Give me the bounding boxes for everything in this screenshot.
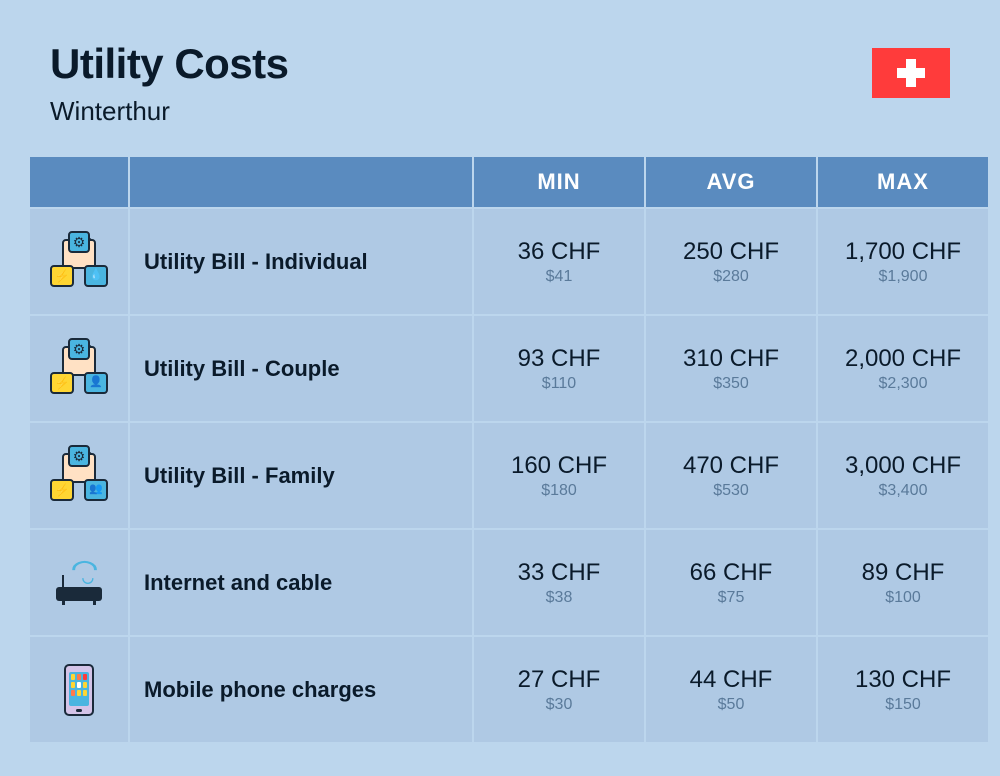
mobile-phone-icon <box>64 664 94 716</box>
avg-cell: 44 CHF $50 <box>646 637 816 742</box>
max-usd: $100 <box>885 589 921 607</box>
max-value: 3,000 CHF <box>845 452 961 480</box>
col-min-header: MIN <box>474 157 644 207</box>
table-row: Utility Bill - Couple 93 CHF $110 310 CH… <box>30 316 970 421</box>
avg-usd: $350 <box>713 375 749 393</box>
avg-value: 66 CHF <box>690 559 773 587</box>
title-block: Utility Costs Winterthur <box>50 40 289 127</box>
max-cell: 3,000 CHF $3,400 <box>818 423 988 528</box>
header: Utility Costs Winterthur <box>30 40 970 127</box>
max-cell: 130 CHF $150 <box>818 637 988 742</box>
page-title: Utility Costs <box>50 40 289 88</box>
max-usd: $2,300 <box>879 375 928 393</box>
col-avg-header: AVG <box>646 157 816 207</box>
row-label: Mobile phone charges <box>130 637 472 742</box>
max-cell: 2,000 CHF $2,300 <box>818 316 988 421</box>
row-label: Internet and cable <box>130 530 472 635</box>
avg-cell: 66 CHF $75 <box>646 530 816 635</box>
col-label-header <box>130 157 472 207</box>
internet-router-icon <box>52 561 106 605</box>
min-usd: $180 <box>541 482 577 500</box>
row-icon-cell <box>30 637 128 742</box>
row-label: Utility Bill - Individual <box>130 209 472 314</box>
max-cell: 1,700 CHF $1,900 <box>818 209 988 314</box>
max-value: 1,700 CHF <box>845 238 961 266</box>
utility-individual-icon <box>50 237 108 287</box>
table-row: Utility Bill - Family 160 CHF $180 470 C… <box>30 423 970 528</box>
avg-value: 250 CHF <box>683 238 779 266</box>
table-row: Mobile phone charges 27 CHF $30 44 CHF $… <box>30 637 970 742</box>
avg-value: 310 CHF <box>683 345 779 373</box>
row-icon-cell <box>30 530 128 635</box>
max-value: 2,000 CHF <box>845 345 961 373</box>
page-subtitle: Winterthur <box>50 96 289 127</box>
min-cell: 27 CHF $30 <box>474 637 644 742</box>
max-usd: $1,900 <box>879 268 928 286</box>
col-icon-header <box>30 157 128 207</box>
avg-value: 470 CHF <box>683 452 779 480</box>
avg-cell: 250 CHF $280 <box>646 209 816 314</box>
avg-cell: 310 CHF $350 <box>646 316 816 421</box>
min-value: 160 CHF <box>511 452 607 480</box>
max-usd: $150 <box>885 696 921 714</box>
min-cell: 36 CHF $41 <box>474 209 644 314</box>
avg-usd: $530 <box>713 482 749 500</box>
max-value: 89 CHF <box>862 559 945 587</box>
max-usd: $3,400 <box>879 482 928 500</box>
min-value: 36 CHF <box>518 238 601 266</box>
min-usd: $41 <box>546 268 573 286</box>
min-value: 33 CHF <box>518 559 601 587</box>
infographic-container: Utility Costs Winterthur MIN AVG MAX Uti… <box>0 0 1000 742</box>
min-usd: $30 <box>546 696 573 714</box>
col-max-header: MAX <box>818 157 988 207</box>
min-value: 27 CHF <box>518 666 601 694</box>
min-usd: $110 <box>542 375 576 393</box>
max-value: 130 CHF <box>855 666 951 694</box>
row-icon-cell <box>30 209 128 314</box>
min-value: 93 CHF <box>518 345 601 373</box>
table-row: Internet and cable 33 CHF $38 66 CHF $75… <box>30 530 970 635</box>
min-usd: $38 <box>546 589 573 607</box>
avg-usd: $50 <box>718 696 745 714</box>
min-cell: 93 CHF $110 <box>474 316 644 421</box>
avg-cell: 470 CHF $530 <box>646 423 816 528</box>
avg-value: 44 CHF <box>690 666 773 694</box>
row-label: Utility Bill - Couple <box>130 316 472 421</box>
max-cell: 89 CHF $100 <box>818 530 988 635</box>
row-icon-cell <box>30 423 128 528</box>
utility-family-icon <box>50 451 108 501</box>
table-row: Utility Bill - Individual 36 CHF $41 250… <box>30 209 970 314</box>
avg-usd: $75 <box>718 589 745 607</box>
row-label: Utility Bill - Family <box>130 423 472 528</box>
min-cell: 33 CHF $38 <box>474 530 644 635</box>
row-icon-cell <box>30 316 128 421</box>
avg-usd: $280 <box>713 268 749 286</box>
min-cell: 160 CHF $180 <box>474 423 644 528</box>
utility-couple-icon <box>50 344 108 394</box>
table-header: MIN AVG MAX <box>30 157 970 207</box>
swiss-flag-icon <box>872 48 950 98</box>
cost-table: MIN AVG MAX Utility Bill - Individual 36… <box>30 157 970 742</box>
